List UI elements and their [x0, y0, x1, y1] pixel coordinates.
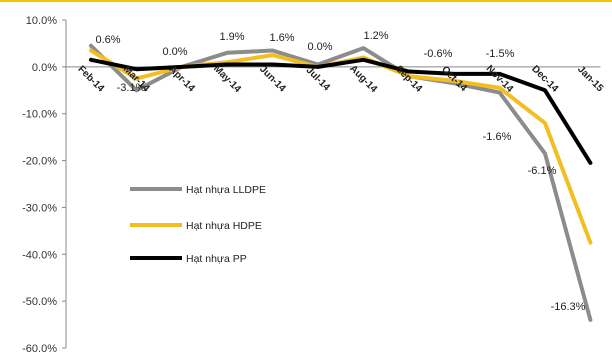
- y-tick-label: -10.0%: [22, 109, 57, 121]
- data-label: 1.6%: [269, 32, 294, 44]
- series-line-0: [89, 43, 593, 322]
- data-label: -0.6%: [424, 48, 453, 60]
- x-tick-label: May-14: [211, 63, 243, 95]
- data-label: -3.1%: [117, 82, 146, 94]
- x-tick-label: Jan-15: [575, 64, 605, 94]
- data-label: -1.5%: [486, 48, 515, 60]
- y-tick-label: 0.0%: [32, 62, 57, 74]
- data-label: -1.6%: [483, 131, 512, 143]
- y-tick-label: 10.0%: [26, 15, 57, 27]
- y-tick-label: -60.0%: [22, 343, 57, 355]
- data-label: 0.6%: [95, 34, 120, 46]
- legend-label: Hạt nhựa LLDPE: [186, 184, 266, 196]
- y-tick-label: -20.0%: [22, 156, 57, 168]
- y-tick-label: -40.0%: [22, 249, 57, 261]
- legend-label: Hạt nhựa PP: [186, 253, 247, 265]
- data-label: 0.0%: [162, 46, 187, 58]
- top-border-rule: [0, 0, 612, 2]
- legend-label: Hạt nhựa HDPE: [186, 220, 262, 232]
- y-tick-label: -30.0%: [22, 202, 57, 214]
- x-tick-label: Jun-14: [257, 64, 288, 95]
- x-tick-label: Aug-14: [347, 63, 379, 95]
- data-label: 0.0%: [307, 41, 332, 53]
- data-label: 1.2%: [363, 30, 388, 42]
- series-line-2: [89, 57, 593, 165]
- x-tick-label: Jul-14: [304, 65, 333, 94]
- x-tick-label: Feb-14: [75, 64, 106, 95]
- data-label: -6.1%: [528, 165, 557, 177]
- y-tick-label: -50.0%: [22, 296, 57, 308]
- data-label: -16.3%: [551, 301, 586, 313]
- data-label: 1.9%: [219, 31, 244, 43]
